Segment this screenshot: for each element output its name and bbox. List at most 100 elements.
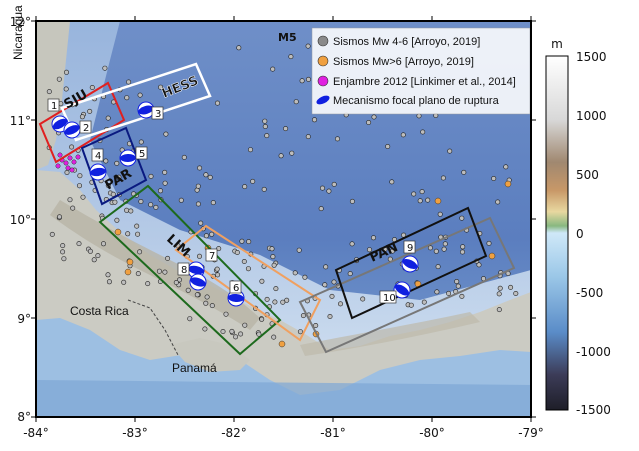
isthmus-land xyxy=(36,170,531,417)
rupture-plane-icon xyxy=(120,153,136,163)
earthquake-dot xyxy=(441,246,447,252)
earthquake-dot xyxy=(334,136,340,142)
earthquake-dot xyxy=(185,287,191,293)
earthquake-dot xyxy=(245,266,251,272)
colorbar-scale xyxy=(545,55,569,411)
earthquake-dot xyxy=(270,66,276,72)
mechanism-number: 9 xyxy=(407,243,413,254)
earthquake-dot xyxy=(408,302,414,308)
earthquake-dot xyxy=(56,76,62,82)
earthquake-dot xyxy=(178,197,184,203)
legend-item-1: Sismos Mw>6 [Arroyo, 2019] xyxy=(333,56,474,68)
earthquake-dot xyxy=(271,334,277,340)
earthquake-dot xyxy=(446,290,452,296)
earthquake-dot xyxy=(64,170,70,176)
earthquake-dot xyxy=(80,194,86,200)
earthquake-dot xyxy=(270,254,276,260)
earthquake-dot xyxy=(173,279,179,285)
earthquake-dot xyxy=(425,197,431,203)
earthquake-dot xyxy=(313,322,319,328)
earthquake-dot xyxy=(305,76,311,82)
elevation-colorbar: m 1500 1000 500 0 -500 -1000 -1500 xyxy=(545,37,611,417)
earthquake-dot xyxy=(198,220,204,226)
mechanism-number: 6 xyxy=(233,283,239,294)
earthquake-dot xyxy=(319,185,325,191)
earthquake-dot xyxy=(148,202,154,208)
mechanism-number: 3 xyxy=(155,109,161,120)
earthquake-dot xyxy=(296,247,302,253)
earthquake-dot xyxy=(305,134,311,140)
earthquake-dot xyxy=(163,131,169,137)
earthquake-dot xyxy=(148,173,154,179)
earthquake-dot xyxy=(288,54,294,60)
earthquake-dot xyxy=(269,246,275,252)
axis-ticks xyxy=(31,16,536,422)
earthquake-dot xyxy=(437,211,443,217)
par-zone-box xyxy=(80,126,148,206)
earthquake-dot xyxy=(242,184,248,190)
mechanism-number-box xyxy=(177,262,190,276)
earthquake-dot xyxy=(299,78,305,84)
mechanism-number: 7 xyxy=(209,251,215,262)
earthquake-dot xyxy=(145,281,151,287)
earthquake-dot xyxy=(442,241,448,247)
earthquake-dot xyxy=(360,296,366,302)
earthquake-dot xyxy=(417,198,423,204)
orange-zone-box xyxy=(174,224,322,342)
legend-gray-dot-icon xyxy=(317,35,329,47)
earthquake-dot xyxy=(121,279,127,285)
earthquake-dot xyxy=(513,290,519,296)
earthquake-dot xyxy=(508,284,514,290)
earthquake-dot xyxy=(124,95,130,101)
earthquake-dot xyxy=(70,205,76,211)
earthquake-dot xyxy=(461,169,467,175)
earthquake-dot xyxy=(259,278,265,284)
legend-box xyxy=(311,27,531,115)
earthquake-dot xyxy=(262,124,268,130)
earthquake-dot xyxy=(239,238,245,244)
earthquake-dot xyxy=(223,311,229,317)
large-event-dot xyxy=(488,252,496,260)
mechanism-number: 8 xyxy=(181,265,187,276)
lim-zone-box xyxy=(98,184,282,356)
earthquake-dot xyxy=(272,299,278,305)
earthquake-dot xyxy=(460,244,466,250)
earthquake-dot xyxy=(305,43,311,49)
y-tick-0: 12° xyxy=(10,15,31,29)
earthquake-dot xyxy=(49,231,55,237)
earthquake-dot xyxy=(210,200,216,206)
mechanism-number: 10 xyxy=(383,293,396,304)
earthquake-dot xyxy=(495,199,501,205)
swarm-dot xyxy=(69,167,75,173)
earthquake-dot xyxy=(105,183,111,189)
rupture-plane-icon xyxy=(188,265,204,275)
mechanism-number-box xyxy=(205,248,218,262)
earthquake-dot xyxy=(215,272,221,278)
legend-item-0: Sismos Mw 4-6 [Arroyo, 2019] xyxy=(333,36,480,48)
earthquake-dot xyxy=(238,331,244,337)
colorbar-tick-6: -1500 xyxy=(576,403,611,417)
earthquake-dot xyxy=(158,188,164,194)
earthquake-dot xyxy=(496,307,502,313)
large-event-dot xyxy=(114,228,122,236)
earthquake-dot xyxy=(187,316,193,322)
earthquake-dot xyxy=(220,328,226,334)
gray-zone-box xyxy=(298,216,516,354)
earthquake-dot xyxy=(76,241,82,247)
earthquake-dot xyxy=(162,169,168,175)
earthquake-dot xyxy=(203,172,209,178)
earthquake-dot xyxy=(329,293,335,299)
earthquake-dot xyxy=(349,198,355,204)
earthquake-dot xyxy=(56,214,62,220)
earthquake-dot xyxy=(242,322,248,328)
earthquake-dot xyxy=(69,144,75,150)
earthquake-dot xyxy=(61,256,67,262)
earthquake-dot xyxy=(207,174,213,180)
earthquake-dot xyxy=(216,246,222,252)
x-tick-1: -83° xyxy=(122,426,148,440)
earthquake-dot xyxy=(134,223,140,229)
y-tick-4: 8° xyxy=(17,410,31,424)
earthquake-dot xyxy=(203,233,209,239)
earthquake-dot xyxy=(194,292,200,298)
